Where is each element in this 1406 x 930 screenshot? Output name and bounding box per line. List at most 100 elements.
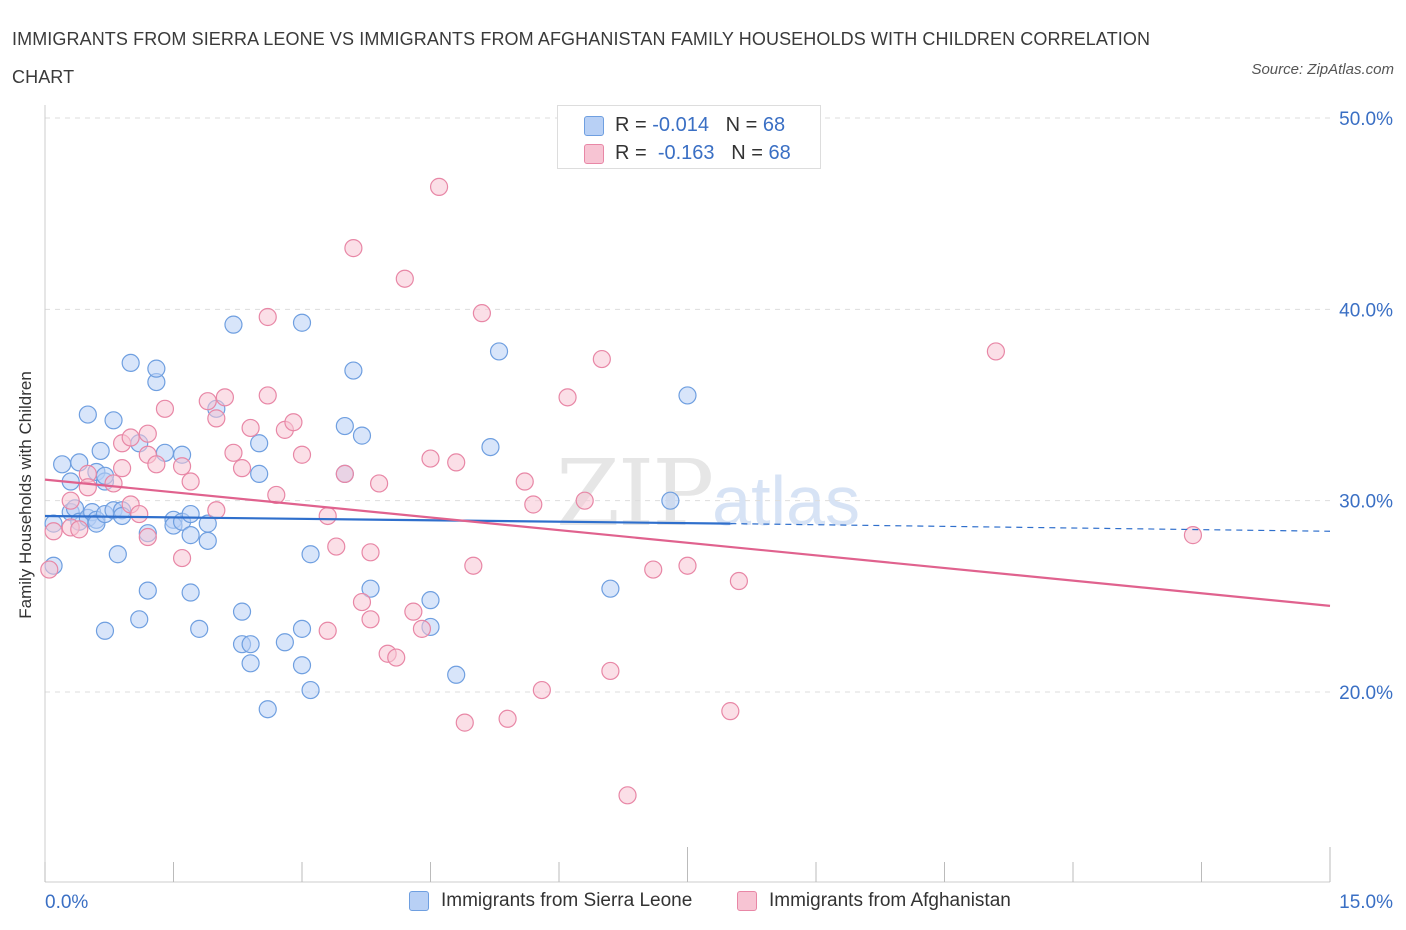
afghanistan-point bbox=[130, 504, 149, 524]
chart-title: IMMIGRANTS FROM SIERRA LEONE VS IMMIGRAN… bbox=[12, 29, 1151, 87]
y-tick-label: 30.0% bbox=[1339, 492, 1393, 513]
series-name: Immigrants from Afghanistan bbox=[769, 890, 1011, 911]
afghanistan-point bbox=[258, 307, 277, 327]
afghanistan-point bbox=[318, 621, 337, 640]
afghanistan-point bbox=[421, 449, 440, 468]
y-tick-label: 40.0% bbox=[1339, 300, 1393, 321]
sierra-leone-point bbox=[181, 583, 200, 602]
afghanistan-point bbox=[327, 537, 346, 556]
afghanistan-point bbox=[44, 522, 63, 541]
afghanistan-point bbox=[318, 506, 337, 526]
stats-legend: R = -0.014 N = 68 R = -0.163 N = 68 bbox=[557, 105, 821, 169]
afghanistan-point bbox=[112, 459, 132, 478]
sierra-leone-point bbox=[241, 635, 260, 654]
afghanistan-swatch bbox=[584, 144, 604, 164]
afghanistan-point bbox=[198, 392, 217, 411]
afghanistan-point bbox=[284, 413, 303, 432]
sierra-leone-point bbox=[489, 342, 509, 361]
afghanistan-point bbox=[455, 713, 474, 732]
afghanistan-point bbox=[472, 304, 491, 323]
sierra-leone-point bbox=[232, 602, 252, 621]
afghanistan-point bbox=[121, 428, 140, 447]
y-tick-label: 50.0% bbox=[1339, 109, 1393, 130]
sierra-leone-point bbox=[292, 619, 312, 638]
sierra-leone-trend-extension bbox=[730, 523, 1331, 532]
sierra-leone-point bbox=[292, 656, 312, 675]
sierra-leone-point bbox=[108, 545, 127, 564]
afghanistan-point bbox=[40, 560, 59, 579]
afghanistan-point bbox=[361, 543, 380, 562]
afghanistan-point bbox=[172, 548, 192, 568]
sierra-leone-point bbox=[335, 416, 354, 436]
afghanistan-point bbox=[344, 239, 363, 258]
sierra-leone-point bbox=[95, 621, 115, 640]
sierra-leone-point bbox=[78, 405, 97, 424]
r-label: R = bbox=[615, 114, 647, 136]
r-value: -0.014 bbox=[652, 114, 709, 136]
sierra-leone-point bbox=[250, 434, 269, 453]
sierra-leone-point bbox=[301, 680, 320, 700]
sierra-leone-point bbox=[481, 437, 500, 457]
series-name: Immigrants from Sierra Leone bbox=[441, 890, 693, 911]
afghanistan-point bbox=[258, 386, 277, 405]
sierra-leone-point bbox=[181, 504, 200, 524]
x-tick-label: 0.0% bbox=[45, 892, 88, 913]
afghanistan-point bbox=[395, 269, 414, 288]
afghanistan-point bbox=[207, 501, 226, 520]
afghanistan-point bbox=[498, 709, 517, 728]
afghanistan-point bbox=[532, 680, 551, 700]
afghanistan-point bbox=[172, 457, 192, 476]
sierra-leone-point bbox=[121, 353, 140, 373]
legend-stat-text: R = -0.163 N = 68 bbox=[615, 142, 791, 165]
afghanistan-point bbox=[104, 474, 123, 493]
afghanistan-point bbox=[292, 445, 312, 464]
afghanistan-point bbox=[335, 464, 354, 483]
afghanistan-point bbox=[447, 453, 466, 472]
sierra-leone-point bbox=[198, 514, 217, 533]
afghanistan-point bbox=[181, 472, 200, 491]
sierra-leone-point bbox=[190, 619, 209, 638]
sierra-leone-point bbox=[198, 531, 217, 550]
n-label: N = bbox=[725, 114, 758, 136]
afghanistan-point bbox=[1183, 526, 1203, 545]
sierra-leone-point bbox=[241, 654, 260, 673]
sierra-leone-point bbox=[292, 313, 312, 332]
sierra-leone-point bbox=[344, 361, 363, 380]
afghanistan-point bbox=[387, 648, 406, 667]
afghanistan-point bbox=[524, 495, 543, 514]
afghanistan-point bbox=[618, 786, 637, 805]
x-tick-label: 15.0% bbox=[1339, 892, 1393, 913]
sierra-leone-point bbox=[138, 581, 157, 600]
sierra-leone-point bbox=[258, 700, 277, 719]
y-axis-label: Family Households with Children bbox=[16, 371, 35, 619]
afghanistan-point bbox=[601, 661, 620, 681]
sierra-leone-point bbox=[147, 359, 166, 378]
afghanistan-point bbox=[352, 592, 372, 612]
sierra-leone-point bbox=[661, 491, 680, 510]
sierra-leone-point bbox=[130, 610, 149, 629]
afghanistan-point bbox=[147, 455, 166, 474]
afghanistan-point bbox=[138, 527, 157, 547]
afghanistan-point bbox=[78, 478, 97, 497]
sierra-leone-point bbox=[352, 426, 372, 445]
sierra-leone-point bbox=[91, 441, 110, 461]
legend-stat-text: R = -0.014 N = 68 bbox=[615, 114, 785, 137]
y-tick-label: 20.0% bbox=[1339, 683, 1393, 704]
afghanistan-point bbox=[61, 491, 80, 510]
sierra-leone-swatch bbox=[409, 891, 429, 911]
afghanistan-point bbox=[986, 342, 1006, 361]
r-label: R = bbox=[615, 142, 647, 164]
afghanistan-point bbox=[575, 491, 594, 510]
sierra-leone-point bbox=[224, 315, 243, 334]
afghanistan-point bbox=[678, 556, 697, 575]
sierra-leone-point bbox=[301, 545, 320, 564]
afghanistan-point bbox=[412, 619, 432, 638]
afghanistan-trend-line bbox=[44, 478, 1331, 607]
sierra-leone-point bbox=[361, 579, 380, 598]
afghanistan-point bbox=[370, 474, 389, 493]
sierra-leone-swatch bbox=[584, 116, 604, 136]
afghanistan-point bbox=[558, 388, 577, 407]
sierra-leone-point bbox=[181, 526, 200, 545]
sierra-leone-point bbox=[250, 464, 269, 483]
n-label: N = bbox=[731, 142, 763, 164]
